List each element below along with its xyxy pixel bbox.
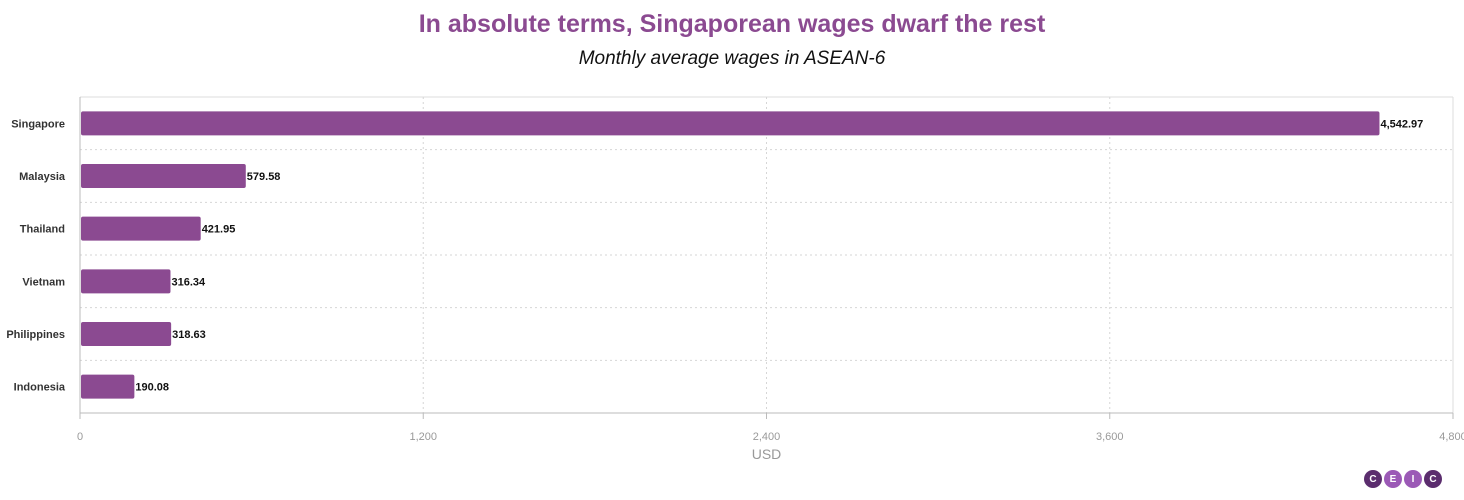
x-tick-label: 3,600 xyxy=(1096,431,1124,443)
logo-letter: C xyxy=(1424,470,1442,488)
bar xyxy=(81,164,246,188)
value-label: 190.08 xyxy=(135,382,169,394)
bar xyxy=(81,111,1380,136)
value-label: 421.95 xyxy=(202,224,236,236)
chart-title: In absolute terms, Singaporean wages dwa… xyxy=(418,10,1046,38)
logo-letter: I xyxy=(1404,470,1422,488)
bar xyxy=(81,322,172,346)
bar xyxy=(81,269,171,294)
ceic-logo: C E I C xyxy=(1364,470,1442,488)
value-label: 316.34 xyxy=(171,276,206,288)
x-tick-label: 0 xyxy=(77,431,83,443)
x-tick-label: 1,200 xyxy=(409,431,437,443)
chart-subtitle: Monthly average wages in ASEAN-6 xyxy=(578,48,886,69)
x-tick-label: 4,800 xyxy=(1439,431,1464,443)
category-label: Singapore xyxy=(11,118,65,130)
category-label: Indonesia xyxy=(14,382,66,394)
category-label: Malaysia xyxy=(19,171,66,183)
bar xyxy=(81,216,201,241)
x-axis-label: USD xyxy=(752,446,782,462)
category-label: Philippines xyxy=(6,329,65,341)
category-label: Vietnam xyxy=(22,276,65,288)
x-tick-label: 2,400 xyxy=(753,431,781,443)
logo-letter: E xyxy=(1384,470,1402,488)
value-label: 318.63 xyxy=(172,329,206,341)
bar xyxy=(81,374,135,399)
value-label: 4,542.97 xyxy=(1380,118,1423,130)
category-label: Thailand xyxy=(20,224,65,236)
value-label: 579.58 xyxy=(247,171,281,183)
logo-letter: C xyxy=(1364,470,1382,488)
